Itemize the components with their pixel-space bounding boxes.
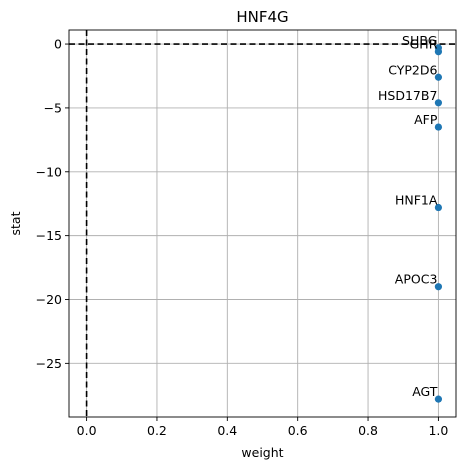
data-point [434,283,443,291]
chart-title: HNF4G [236,8,288,26]
point-label: AFP [414,112,438,127]
y-tick-label: 0 [54,37,62,52]
point-label: APOC3 [395,272,438,287]
x-tick-label: 0.0 [77,423,97,438]
point-label: GHR [410,37,438,52]
y-axis-ticks: 0 −5 −10 −15 −20 −25 [36,37,69,371]
x-tick-label: 0.4 [217,423,237,438]
data-point [434,395,443,403]
y-tick-label: −20 [36,292,62,307]
grid-layer [69,30,456,417]
point-label: SHBG [402,33,437,48]
reference-lines [69,30,456,417]
point-label: HSD17B7 [378,88,437,103]
x-axis-label: weight [241,445,283,460]
x-tick-label: 0.2 [147,423,167,438]
x-axis-ticks: 0.0 0.2 0.4 0.6 0.8 1.0 [77,417,448,438]
y-axis-label: stat [8,211,23,235]
data-point [434,99,443,107]
points-layer [434,44,443,403]
x-tick-label: 0.8 [358,423,378,438]
data-point [434,73,443,81]
data-point [434,123,443,131]
point-label: CYP2D6 [388,62,437,77]
point-label: AGT [412,384,438,399]
y-tick-label: −15 [36,228,62,243]
plot-frame [68,29,457,418]
y-tick-label: −5 [44,100,62,115]
data-point [434,203,443,212]
y-tick-label: −10 [36,164,62,179]
x-tick-label: 1.0 [428,423,448,438]
point-label: HNF1A [395,193,438,208]
x-tick-label: 0.6 [288,423,308,438]
y-tick-label: −25 [36,356,62,371]
data-point [434,48,443,56]
